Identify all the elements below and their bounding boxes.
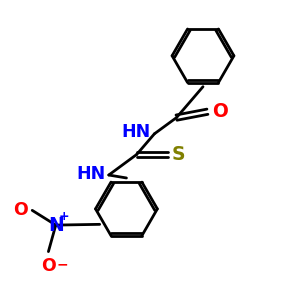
Text: O: O <box>212 102 228 121</box>
Text: −: − <box>57 257 68 271</box>
Text: N: N <box>48 216 64 235</box>
Text: O: O <box>41 257 56 275</box>
Text: O: O <box>13 201 28 219</box>
Text: HN: HN <box>76 165 105 183</box>
Text: HN: HN <box>122 123 151 141</box>
Text: S: S <box>172 145 186 164</box>
Text: +: + <box>59 210 69 223</box>
